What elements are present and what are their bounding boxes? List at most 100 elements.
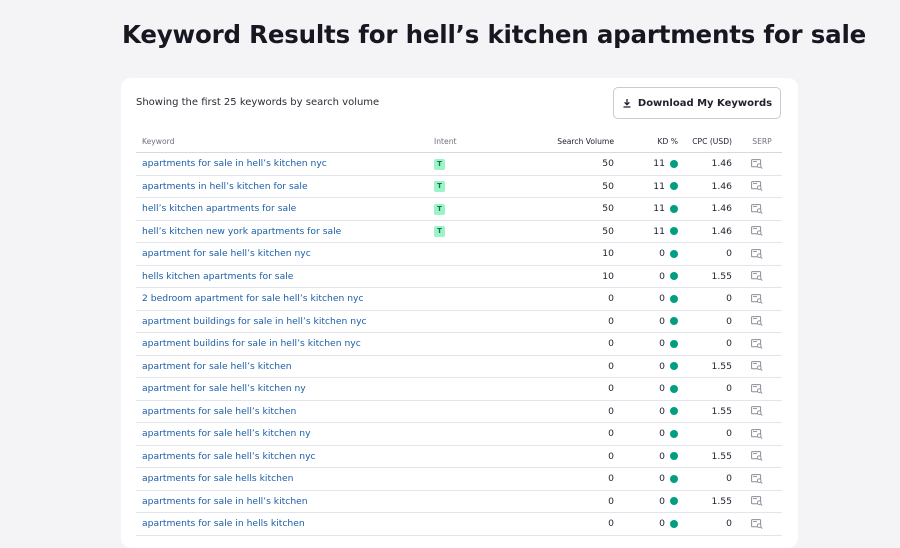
keyword-cell: hell’s kitchen apartments for sale (136, 203, 434, 214)
serp-preview-icon[interactable] (751, 248, 763, 259)
keyword-cell: apartment for sale hell’s kitchen ny (136, 383, 434, 394)
serp-preview-icon[interactable] (751, 181, 763, 192)
keyword-cell: apartments for sale hell’s kitchen (136, 406, 434, 417)
cpc-cell: 0 (726, 248, 732, 260)
keyword-cell: 2 bedroom apartment for sale hell’s kitc… (136, 293, 434, 304)
table-row: hells kitchen apartments for sale 10 0 1.55 (136, 266, 782, 288)
serp-preview-icon[interactable] (751, 428, 763, 439)
keyword-cell: apartments in hell’s kitchen for sale (136, 181, 434, 192)
keyword-link[interactable]: apartments for sale hell’s kitchen ny (142, 428, 311, 440)
kd-value: 0 (659, 338, 665, 350)
cpc-cell: 1.55 (711, 450, 732, 462)
keyword-link[interactable]: apartments for sale in hell’s kitchen (142, 495, 308, 507)
serp-preview-icon[interactable] (751, 338, 763, 349)
serp-cell (732, 226, 782, 237)
serp-cell (732, 338, 782, 349)
kd-value: 11 (653, 225, 665, 237)
serp-preview-icon[interactable] (751, 518, 763, 529)
keyword-link[interactable]: apartment buildings for sale in hell’s k… (142, 315, 367, 327)
download-keywords-button[interactable]: Download My Keywords (613, 87, 781, 119)
kd-difficulty-dot (670, 317, 678, 326)
keyword-link[interactable]: apartment buildins for sale in hell’s ki… (142, 338, 361, 350)
intent-badge: T (434, 158, 445, 170)
keyword-link[interactable]: apartments in hell’s kitchen for sale (142, 180, 308, 192)
kd-difficulty-dot (670, 339, 678, 348)
header-cpc[interactable]: CPC (USD) (692, 136, 732, 146)
serp-preview-icon[interactable] (751, 496, 763, 507)
download-icon (623, 99, 631, 108)
results-summary: Showing the first 25 keywords by search … (136, 97, 380, 108)
serp-preview-icon[interactable] (751, 316, 763, 327)
kd-cell: 0 (616, 496, 678, 507)
page-title: Keyword Results for hell’s kitchen apart… (122, 20, 867, 49)
keyword-link[interactable]: apartment for sale hell’s kitchen nyc (142, 248, 311, 260)
table-header-row: Keyword Intent Search Volume KD % CPC (U… (136, 130, 782, 153)
kd-cell: 0 (616, 383, 678, 394)
kd-difficulty-dot (670, 407, 678, 416)
serp-preview-icon[interactable] (751, 158, 763, 169)
search-volume-cell: 50 (602, 225, 614, 237)
keyword-cell: hell’s kitchen new york apartments for s… (136, 226, 434, 237)
kd-cell: 0 (616, 406, 678, 417)
keyword-link[interactable]: apartments for sale hell’s kitchen (142, 405, 297, 417)
keyword-link[interactable]: apartments for sale in hells kitchen (142, 518, 305, 530)
kd-value: 0 (659, 473, 665, 485)
keyword-link[interactable]: apartments for sale in hell’s kitchen ny… (142, 158, 327, 170)
serp-cell (732, 316, 782, 327)
cpc-cell: 1.55 (711, 495, 732, 507)
keyword-link[interactable]: hell’s kitchen apartments for sale (142, 203, 297, 215)
serp-preview-icon[interactable] (751, 451, 763, 462)
header-intent[interactable]: Intent (434, 136, 457, 146)
keyword-link[interactable]: apartment for sale hell’s kitchen (142, 360, 292, 372)
serp-cell (732, 451, 782, 462)
keyword-cell: apartments for sale in hell’s kitchen ny… (136, 158, 434, 169)
intent-badge: T (434, 226, 445, 238)
keyword-cell: apartments for sale hell’s kitchen ny (136, 428, 434, 439)
search-volume-cell: 0 (608, 518, 614, 530)
keyword-link[interactable]: apartments for sale hell’s kitchen nyc (142, 450, 316, 462)
serp-cell (732, 496, 782, 507)
cpc-cell: 0 (726, 428, 732, 440)
table-row: apartment for sale hell’s kitchen ny 0 0 0 (136, 378, 782, 401)
cpc-cell: 1.46 (711, 158, 732, 170)
search-volume-cell: 10 (602, 248, 614, 260)
serp-preview-icon[interactable] (751, 383, 763, 394)
serp-preview-icon[interactable] (751, 473, 763, 484)
cpc-cell: 0 (726, 315, 732, 327)
intent-badge: T (434, 203, 445, 215)
keyword-link[interactable]: hells kitchen apartments for sale (142, 270, 294, 282)
header-search-volume[interactable]: Search Volume (557, 136, 614, 146)
table-row: apartments for sale in hell’s kitchen ny… (136, 153, 782, 176)
keyword-link[interactable]: apartments for sale hells kitchen (142, 473, 294, 485)
cpc-cell: 0 (726, 473, 732, 485)
header-keyword[interactable]: Keyword (142, 136, 175, 146)
kd-cell: 11 (616, 226, 678, 237)
serp-preview-icon[interactable] (751, 226, 763, 237)
kd-value: 11 (653, 203, 665, 215)
kd-difficulty-dot (670, 272, 678, 281)
keyword-cell: apartment buildings for sale in hell’s k… (136, 316, 434, 327)
serp-preview-icon[interactable] (751, 203, 763, 214)
search-volume-cell: 0 (608, 405, 614, 417)
serp-preview-icon[interactable] (751, 293, 763, 304)
cpc-cell: 1.46 (711, 203, 732, 215)
serp-preview-icon[interactable] (751, 361, 763, 372)
intent-cell: T (434, 203, 510, 215)
kd-cell: 0 (616, 316, 678, 327)
search-volume-cell: 0 (608, 360, 614, 372)
intent-badge: T (434, 181, 445, 193)
keyword-cell: apartments for sale in hells kitchen (136, 518, 434, 529)
keyword-link[interactable]: 2 bedroom apartment for sale hell’s kitc… (142, 293, 364, 305)
kd-cell: 0 (616, 428, 678, 439)
header-kd[interactable]: KD % (657, 136, 678, 146)
kd-cell: 0 (616, 338, 678, 349)
serp-preview-icon[interactable] (751, 406, 763, 417)
keyword-table: Keyword Intent Search Volume KD % CPC (U… (136, 130, 782, 536)
keyword-link[interactable]: apartment for sale hell’s kitchen ny (142, 383, 306, 395)
table-row: apartment for sale hell’s kitchen nyc 10 0… (136, 243, 782, 266)
search-volume-cell: 0 (608, 383, 614, 395)
keyword-link[interactable]: hell’s kitchen new york apartments for s… (142, 225, 342, 237)
serp-preview-icon[interactable] (751, 271, 763, 282)
kd-cell: 0 (616, 361, 678, 372)
keyword-cell: apartments for sale in hell’s kitchen (136, 496, 434, 507)
